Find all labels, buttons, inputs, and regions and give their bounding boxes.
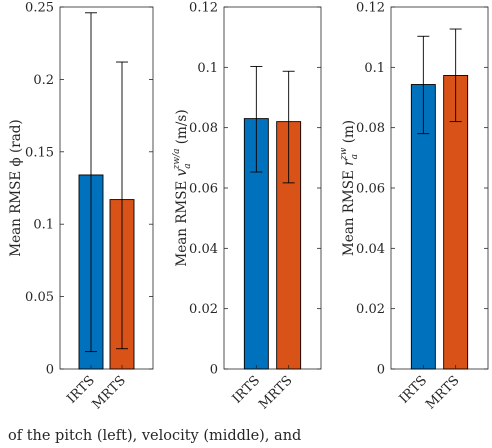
x-tick-label-mrts: MRTS [90, 373, 129, 412]
axes-box [390, 6, 489, 370]
y-tick-label: 0.02 [189, 302, 218, 317]
y-tick-label: 0.04 [189, 242, 218, 257]
y-tick-label: 0.25 [25, 1, 54, 16]
y-tick-label: 0.02 [356, 302, 385, 317]
y-tick-label: 0.12 [189, 1, 218, 16]
y-tick-label: 0.1 [197, 61, 218, 76]
x-tick-label-mrts: MRTS [256, 373, 295, 412]
y-tick-label: 0.05 [25, 290, 54, 305]
y-axis-label: Mean RMSE razw (m) [339, 120, 360, 256]
y-tick-label: 0 [46, 363, 54, 378]
y-tick-label: 0.04 [356, 242, 385, 257]
y-tick-label: 0.08 [356, 121, 385, 136]
y-tick-label: 0.15 [25, 145, 54, 160]
x-tick-label-mrts: MRTS [423, 373, 462, 412]
y-tick-label: 0.12 [356, 1, 385, 16]
y-tick-label: 0.1 [33, 218, 54, 233]
axes-box [223, 6, 322, 370]
y-tick-label: 0.06 [189, 182, 218, 197]
y-tick-label: 0.08 [189, 121, 218, 136]
y-tick-label: 0.06 [356, 182, 385, 197]
caption-fragment: of the pitch (left), velocity (middle), … [8, 428, 301, 444]
axes-box [59, 6, 154, 370]
y-tick-label: 0.2 [33, 73, 54, 88]
y-tick-label: 0.1 [364, 61, 385, 76]
y-tick-label: 0 [377, 363, 385, 378]
y-axis-label: Mean RMSE ϕ (rad) [8, 119, 24, 256]
y-tick-label: 0 [210, 363, 218, 378]
y-axis-label: Mean RMSE vazw/a (m/s) [172, 109, 193, 266]
